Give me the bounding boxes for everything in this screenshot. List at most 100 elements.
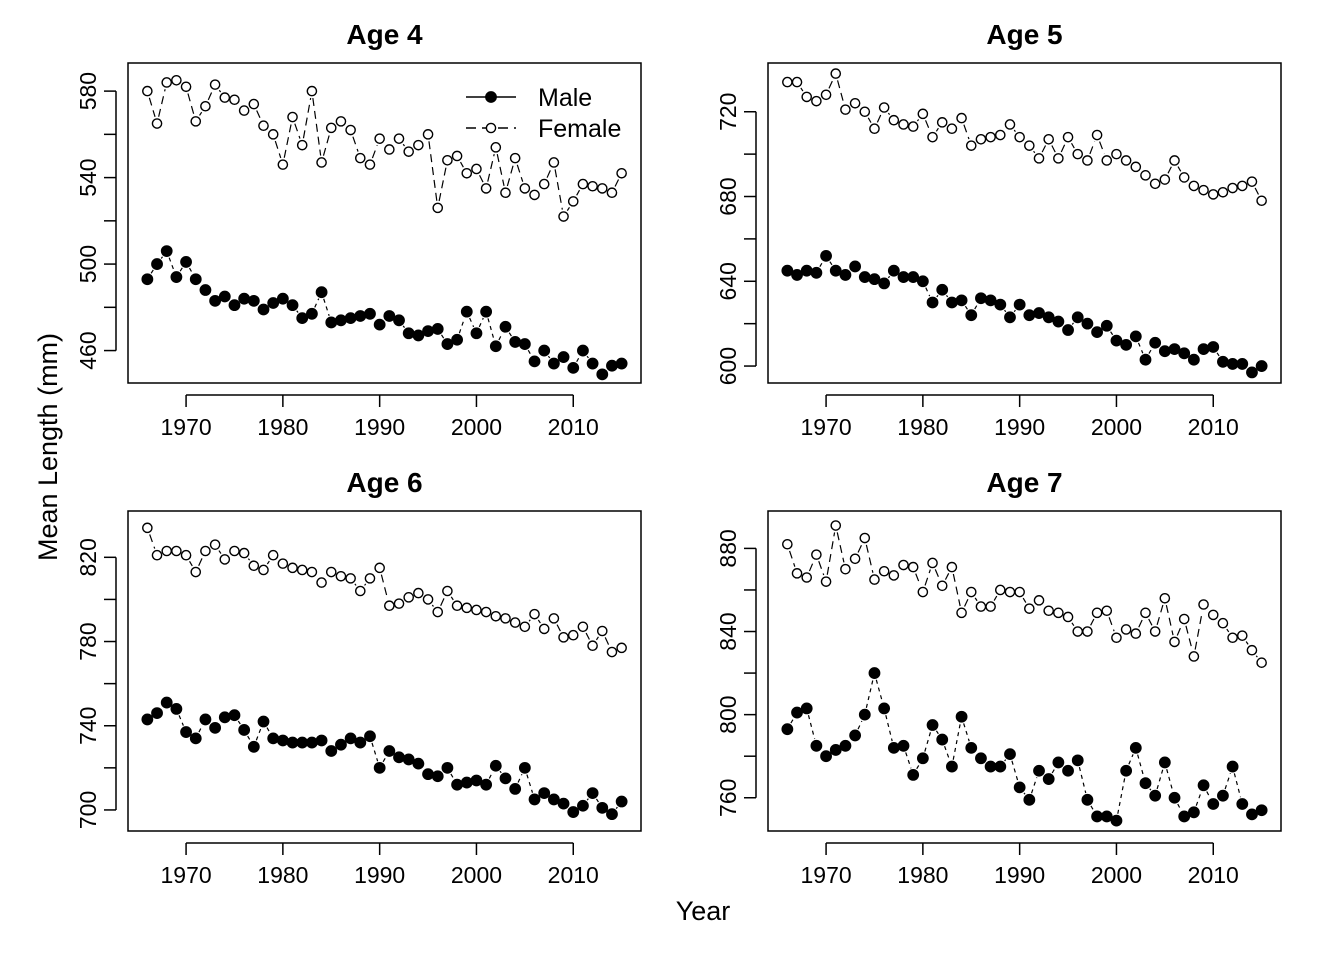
male-point — [596, 801, 609, 814]
female-point — [490, 142, 502, 153]
plot-frame — [767, 62, 1282, 384]
legend: Male Female — [466, 84, 621, 143]
series-line-segment — [875, 679, 883, 702]
panel-title: Age 4 — [346, 19, 423, 50]
x-axis: 1970 1980 1990 2000 2010 — [160, 394, 599, 440]
male-point — [1139, 353, 1152, 366]
female-point — [1140, 607, 1151, 619]
series-line-segment — [1078, 767, 1087, 794]
female-point — [587, 640, 598, 652]
series-line-segment — [150, 269, 154, 274]
series-line-segment — [1167, 166, 1172, 174]
male-point — [538, 787, 551, 800]
female-point — [1130, 628, 1142, 639]
series-line-segment — [944, 745, 951, 761]
male-point — [965, 309, 978, 322]
female-point — [801, 91, 813, 103]
female-point — [151, 118, 163, 129]
series-line-segment — [188, 267, 193, 274]
x-tick-label: 1980 — [897, 862, 948, 888]
male-point — [141, 273, 154, 286]
male-point — [373, 761, 386, 774]
y-axis: 600 640 680 720 — [715, 93, 757, 385]
female-point — [529, 189, 540, 201]
male-point — [509, 782, 522, 795]
male-point — [325, 745, 338, 757]
series-line-segment — [1138, 618, 1144, 628]
male-point — [1091, 810, 1103, 823]
female-point — [878, 102, 890, 113]
male-point — [441, 761, 454, 774]
series-male — [781, 667, 1268, 827]
female-point — [888, 114, 900, 126]
female-point — [888, 570, 900, 581]
series-female — [142, 522, 627, 658]
series-line-segment — [189, 560, 193, 567]
male-point — [994, 760, 1007, 773]
male-point — [199, 713, 212, 726]
series-line-segment — [916, 764, 920, 770]
female-point — [296, 139, 308, 151]
male-point — [518, 761, 531, 774]
series-line-segment — [924, 731, 932, 752]
series-line-segment — [935, 127, 939, 132]
male-point — [955, 710, 968, 723]
female-point — [393, 133, 405, 144]
female-point — [946, 561, 958, 573]
series-line-segment — [218, 89, 222, 93]
male-point — [257, 715, 270, 728]
y-tick-label: 820 — [75, 538, 101, 576]
male-point — [528, 793, 541, 806]
male-point — [528, 355, 541, 368]
male-point — [1081, 317, 1094, 330]
male-point — [547, 357, 560, 370]
male-point — [189, 273, 202, 286]
female-point — [927, 557, 938, 569]
male-point — [499, 772, 512, 785]
series-line-segment — [865, 679, 874, 708]
female-point — [859, 532, 871, 544]
male-point — [412, 757, 425, 770]
series-line-segment — [160, 256, 164, 259]
female-point — [200, 100, 211, 112]
series-line-segment — [836, 532, 845, 563]
series-line-segment — [1137, 754, 1145, 777]
female-point — [907, 561, 919, 573]
female-point — [1072, 626, 1084, 637]
female-point — [229, 94, 240, 106]
male-point — [364, 730, 376, 743]
female-point — [1091, 129, 1103, 141]
female-point — [936, 580, 948, 592]
female-point — [384, 144, 395, 155]
female-point — [1169, 636, 1180, 648]
female-point — [287, 111, 298, 123]
female-point — [1217, 186, 1229, 198]
series-line-segment — [296, 310, 299, 313]
male-point — [335, 738, 347, 751]
series-line-segment — [1033, 150, 1036, 154]
female-point — [267, 129, 279, 140]
female-point — [1236, 180, 1248, 192]
male-point — [781, 723, 794, 736]
x-tick-label: 2000 — [1091, 414, 1142, 440]
male-point — [276, 734, 289, 747]
female-point — [538, 178, 550, 190]
series-line-segment — [364, 583, 367, 586]
series-line-segment — [915, 573, 921, 586]
male-point — [431, 770, 444, 783]
female-point — [519, 621, 531, 633]
series-line-segment — [1224, 773, 1231, 790]
male-point — [151, 258, 163, 270]
panel-4: Age 7 1970 1980 1990 2000 2010 760 800 840 880 — [715, 467, 1282, 888]
male-point — [441, 338, 454, 350]
series-line-segment — [576, 189, 581, 196]
series-line-segment — [836, 80, 845, 104]
y-tick-label: 600 — [715, 347, 741, 385]
female-point — [403, 592, 414, 603]
y-tick-label: 700 — [75, 791, 101, 829]
male-point — [868, 667, 881, 679]
series-line-segment — [1051, 145, 1056, 153]
female-point — [190, 566, 202, 578]
male-point — [1091, 326, 1103, 339]
male-point — [916, 275, 929, 288]
